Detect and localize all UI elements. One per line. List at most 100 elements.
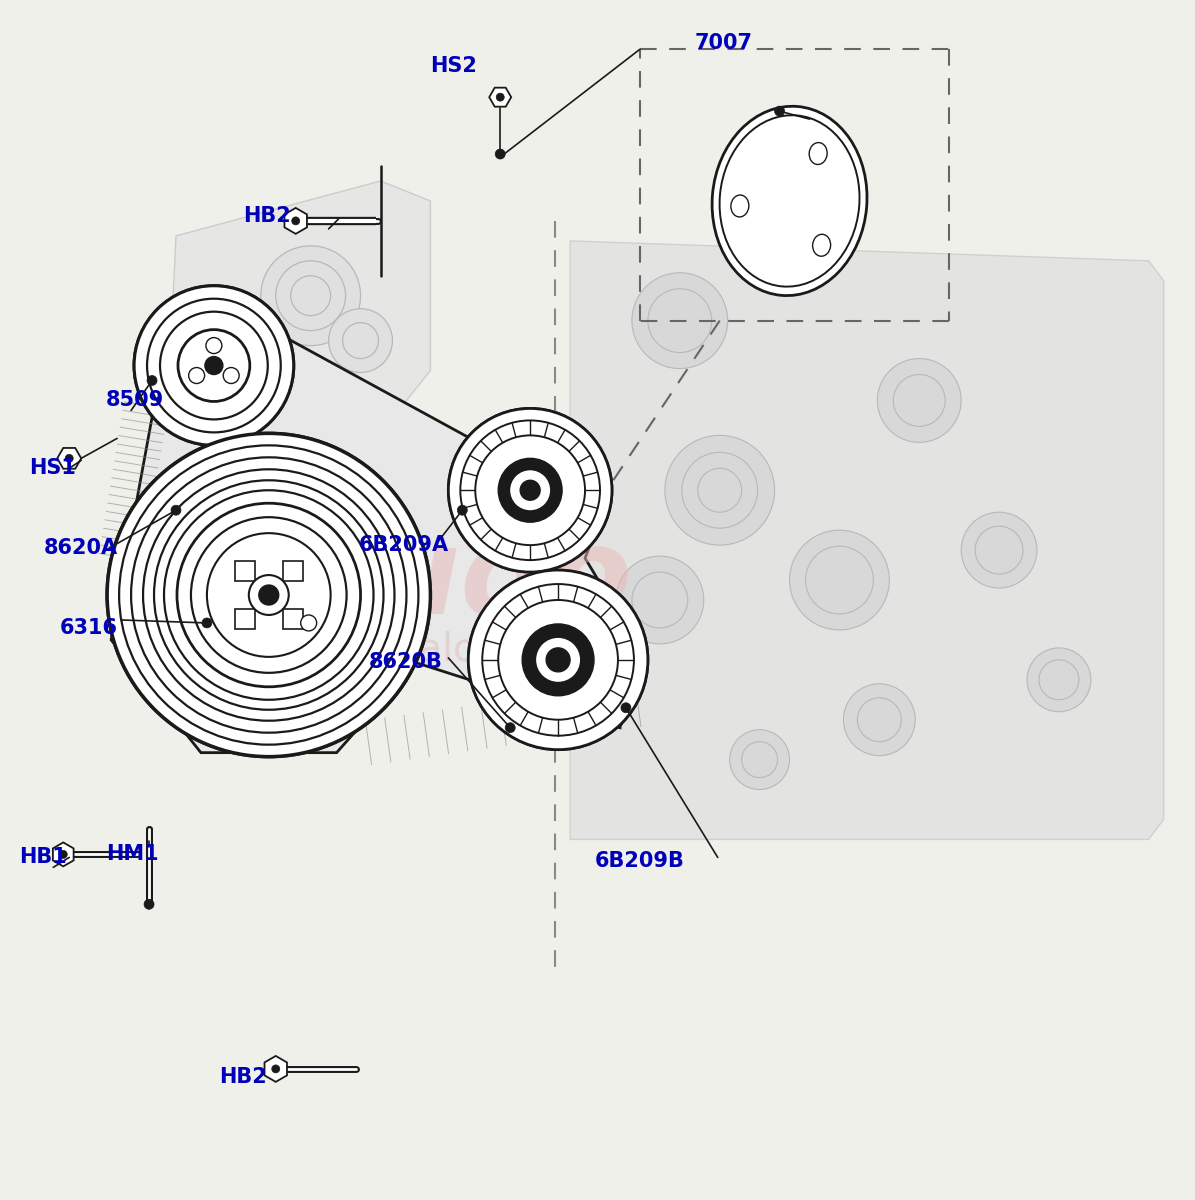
Bar <box>235 608 255 629</box>
Circle shape <box>537 638 580 682</box>
Circle shape <box>223 367 239 384</box>
Bar <box>283 562 302 581</box>
Circle shape <box>207 533 331 656</box>
Circle shape <box>261 246 361 346</box>
Circle shape <box>844 684 915 756</box>
Circle shape <box>249 575 289 614</box>
Circle shape <box>894 374 945 426</box>
Text: 6316: 6316 <box>60 618 117 638</box>
Circle shape <box>160 312 268 420</box>
Circle shape <box>206 337 222 354</box>
Bar <box>235 608 255 629</box>
Circle shape <box>249 575 289 614</box>
Circle shape <box>682 452 758 528</box>
Circle shape <box>145 899 154 910</box>
Circle shape <box>204 356 223 374</box>
Circle shape <box>60 851 67 858</box>
Text: 8620B: 8620B <box>368 652 442 672</box>
Bar <box>283 562 302 581</box>
Circle shape <box>546 648 570 672</box>
Circle shape <box>544 646 572 674</box>
Text: HM1: HM1 <box>106 845 159 864</box>
Text: 6B209B: 6B209B <box>595 851 685 871</box>
Circle shape <box>468 570 648 750</box>
Circle shape <box>510 470 550 510</box>
Circle shape <box>496 94 504 101</box>
Polygon shape <box>264 1056 287 1082</box>
Circle shape <box>476 436 586 545</box>
Circle shape <box>191 517 347 673</box>
Text: HS2: HS2 <box>430 56 477 77</box>
Circle shape <box>790 530 889 630</box>
Circle shape <box>241 325 271 355</box>
Circle shape <box>301 614 317 631</box>
Circle shape <box>147 376 157 385</box>
Circle shape <box>632 572 688 628</box>
Circle shape <box>301 614 317 631</box>
Circle shape <box>742 742 778 778</box>
Circle shape <box>259 586 278 605</box>
Circle shape <box>522 624 594 696</box>
Ellipse shape <box>731 196 749 217</box>
Circle shape <box>476 436 586 545</box>
Polygon shape <box>570 241 1164 840</box>
Circle shape <box>108 433 430 757</box>
Circle shape <box>498 458 562 522</box>
Bar <box>283 608 302 629</box>
Circle shape <box>290 276 331 316</box>
Text: 6B209A: 6B209A <box>358 535 448 556</box>
Circle shape <box>498 600 618 720</box>
Circle shape <box>191 517 347 673</box>
Polygon shape <box>171 181 430 431</box>
Circle shape <box>730 730 790 790</box>
Circle shape <box>206 337 222 354</box>
Circle shape <box>632 272 728 368</box>
Text: HS1: HS1 <box>30 458 76 479</box>
Circle shape <box>259 586 278 605</box>
Circle shape <box>975 526 1023 574</box>
Text: 7007: 7007 <box>694 34 753 53</box>
Ellipse shape <box>712 107 868 295</box>
Circle shape <box>857 697 901 742</box>
Circle shape <box>178 330 250 402</box>
Ellipse shape <box>809 143 827 164</box>
Circle shape <box>134 286 294 445</box>
Polygon shape <box>111 298 644 752</box>
Circle shape <box>223 367 239 384</box>
Circle shape <box>510 470 550 510</box>
Circle shape <box>66 455 73 462</box>
Text: HB2: HB2 <box>243 206 290 226</box>
Circle shape <box>202 618 212 628</box>
Polygon shape <box>489 88 511 107</box>
Circle shape <box>520 480 540 500</box>
Circle shape <box>519 479 543 503</box>
Circle shape <box>498 458 562 522</box>
Circle shape <box>189 367 204 384</box>
Circle shape <box>276 260 345 331</box>
Text: HB1: HB1 <box>19 847 67 868</box>
Circle shape <box>877 359 961 443</box>
Circle shape <box>495 149 505 160</box>
Bar <box>283 608 302 629</box>
Text: catalog: catalog <box>358 631 502 668</box>
Circle shape <box>204 356 223 374</box>
Circle shape <box>664 436 774 545</box>
Circle shape <box>448 408 612 572</box>
Circle shape <box>505 722 515 733</box>
Bar <box>235 562 255 581</box>
Circle shape <box>537 638 580 682</box>
Text: HB2: HB2 <box>219 1067 266 1087</box>
Circle shape <box>207 533 331 656</box>
Circle shape <box>458 505 467 515</box>
Circle shape <box>228 313 283 368</box>
Circle shape <box>448 408 612 572</box>
Circle shape <box>171 505 180 515</box>
Circle shape <box>108 433 430 757</box>
Polygon shape <box>284 208 307 234</box>
Circle shape <box>292 217 300 224</box>
Circle shape <box>805 546 874 614</box>
Circle shape <box>134 286 294 445</box>
Circle shape <box>343 323 379 359</box>
Text: 8509: 8509 <box>106 390 165 410</box>
Circle shape <box>468 570 648 750</box>
